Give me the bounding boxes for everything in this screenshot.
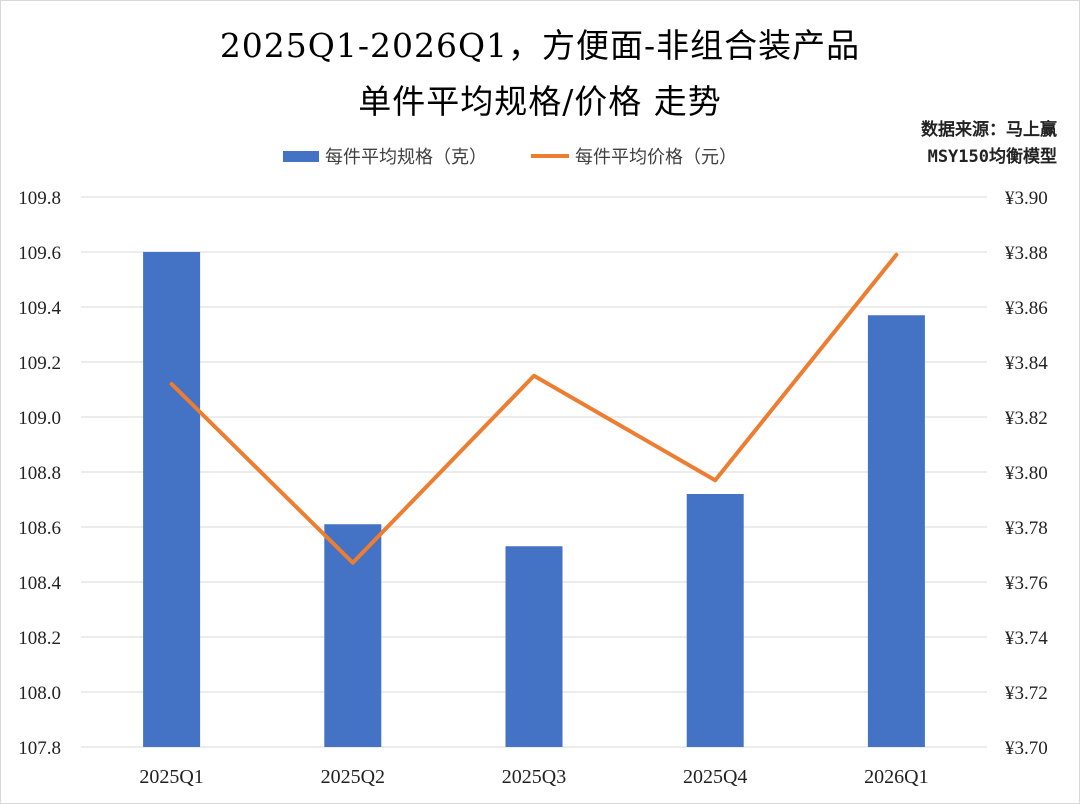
data-source-label: 数据来源：马上赢 (921, 120, 1057, 140)
y-left-tick-label: 109.4 (18, 298, 61, 319)
y-left-tick-label: 109.8 (18, 188, 61, 209)
chart-title: 2025Q1-2026Q1，方便面-非组合装产品 (219, 26, 861, 65)
chart-legend: 每件平均规格（克） 每件平均价格（元） (283, 143, 781, 169)
x-tick-label: 2025Q2 (321, 766, 385, 788)
y-right-tick-label: ¥3.72 (1005, 683, 1048, 704)
y-right-tick-label: ¥3.74 (1005, 628, 1048, 649)
y-right-tick-label: ¥3.82 (1005, 408, 1048, 429)
bar (867, 315, 925, 747)
legend-label-line: 每件平均价格（元） (575, 147, 737, 168)
y-left-tick-label: 109.6 (18, 243, 61, 264)
x-tick-label: 2025Q1 (139, 766, 203, 788)
y-left-tick-label: 108.8 (18, 463, 61, 484)
y-right-tick-label: ¥3.88 (1005, 243, 1048, 264)
y-left-tick-label: 107.8 (18, 738, 61, 759)
y-left-tick-label: 109.2 (18, 353, 61, 374)
y-left-tick-label: 108.6 (18, 518, 61, 539)
legend-label-bar: 每件平均规格（克） (325, 147, 487, 168)
bar (324, 524, 382, 747)
y-right-tick-label: ¥3.86 (1005, 298, 1048, 319)
y-right-tick-label: ¥3.84 (1005, 353, 1048, 374)
bar (686, 494, 744, 747)
bar (505, 546, 563, 747)
y-right-tick-label: ¥3.80 (1005, 463, 1048, 484)
x-tick-label: 2025Q4 (683, 766, 747, 788)
y-right-tick-label: ¥3.90 (1005, 188, 1048, 209)
y-left-tick-label: 108.2 (18, 628, 61, 649)
y-right-tick-label: ¥3.70 (1005, 738, 1048, 759)
x-tick-label: 2025Q3 (502, 766, 566, 788)
y-left-tick-label: 109.0 (18, 408, 61, 429)
bar (143, 252, 201, 747)
chart-subtitle: 单件平均规格/价格 走势 (358, 82, 722, 121)
y-right-tick-label: ¥3.78 (1005, 518, 1048, 539)
y-left-tick-label: 108.4 (18, 573, 61, 594)
x-tick-label: 2026Q1 (864, 766, 928, 788)
legend-line-swatch (531, 154, 569, 158)
legend-bar-swatch (283, 150, 319, 162)
legend-item-line: 每件平均价格（元） (531, 143, 737, 169)
data-model-label: MSY150均衡模型 (927, 147, 1057, 167)
y-left-tick-label: 108.0 (18, 683, 61, 704)
legend-item-bar: 每件平均规格（克） (283, 143, 487, 169)
y-right-tick-label: ¥3.76 (1005, 573, 1048, 594)
price-line (169, 252, 899, 565)
